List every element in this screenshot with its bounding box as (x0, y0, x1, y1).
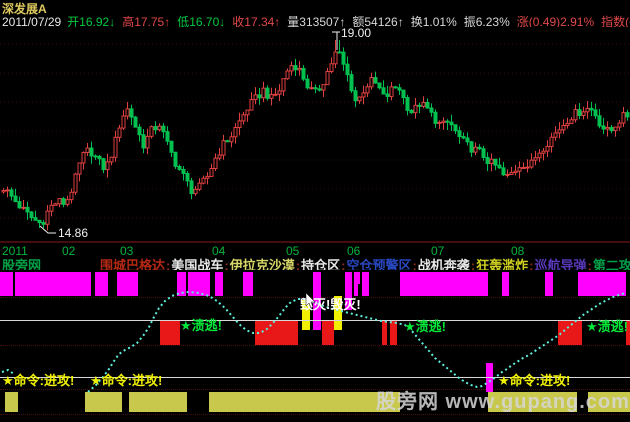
band-bar-tall (355, 272, 360, 284)
ticker-phrases: 围城巴格达:美国战车:伊拉克沙漠:持仓区:空仓预警区:战机奔袭:狂轰滥炸:巡航导… (100, 255, 630, 270)
ticker-phrase: 战机奔袭 (417, 258, 470, 270)
band-bar (243, 272, 253, 296)
band-bar (502, 272, 509, 296)
ticker-separator: : (412, 258, 417, 270)
signal-bar-red (255, 321, 298, 345)
ticker-phrase: 第二攻击波 (592, 258, 630, 270)
signal-text: ★溃逃! (180, 318, 222, 333)
ticker-separator: : (587, 258, 592, 270)
x-axis-label: 02 (62, 244, 76, 258)
high-annotation: 19.00 (341, 26, 372, 40)
ticker-separator: : (224, 258, 229, 270)
ticker-site-label: 股旁网 (2, 258, 42, 270)
signal-bar-red (160, 321, 180, 345)
signal-bar-red (382, 321, 387, 345)
band-bar (15, 272, 91, 296)
signal-bar-yellow (302, 300, 310, 330)
info-field: 指数(6220 (601, 15, 630, 27)
x-axis-label: 04 (212, 244, 226, 258)
x-axis-label: 06 (347, 244, 361, 258)
bottom-band-bar (488, 392, 577, 412)
ticker-separator: : (295, 258, 301, 270)
signal-text: ★溃逃! (404, 319, 446, 334)
band-bar (578, 272, 626, 296)
low-annotation: 14.86 (58, 226, 89, 240)
band-bar-tall (345, 272, 352, 310)
signal-text: ★命令:进攻! (498, 373, 571, 388)
x-axis-label: 07 (431, 244, 445, 258)
info-field: 振6.23% (463, 15, 510, 27)
bottom-band-bar (588, 392, 630, 412)
ohlc-fields: 开16.92↓ 高17.75↑ 低16.70↓ 收17.34↑ 量313507↑ 额541… (67, 15, 630, 27)
band-bar (354, 272, 358, 296)
bottom-band-bar (209, 392, 400, 412)
info-field: 低16.70↓ (177, 15, 226, 27)
info-field: 开16.92↓ (67, 15, 116, 27)
ticker-separator: : (166, 258, 171, 270)
ticker-phrase: 围城巴格达 (100, 258, 166, 270)
info-field: 额54126↑ (352, 15, 404, 27)
signal-text: ★溃逃! (586, 319, 628, 334)
date-label: 2011/07/29 (2, 15, 62, 27)
signal-text: ★命令:进攻! (90, 373, 163, 388)
band-bar (95, 272, 108, 296)
signal-text: 毁灭!毁灭! (300, 297, 361, 312)
ticker-phrase: 持仓区 (301, 258, 341, 270)
band-bar (400, 272, 488, 296)
band-bar (0, 272, 13, 296)
ticker-phrase: 巡航导弹 (534, 258, 587, 270)
signal-bar-red (558, 321, 582, 345)
x-axis-label: 03 (120, 244, 134, 258)
x-axis-label: 2011 (2, 244, 28, 258)
info-field: 涨(0.49)2.91% (516, 15, 595, 27)
x-axis-label: 08 (511, 244, 525, 258)
info-bar: 2011/07/29 开16.92↓ 高17.75↑ 低16.70↓ 收17.34↑ 量3… (2, 13, 630, 27)
bottom-band-bar (129, 392, 187, 412)
news-ticker: 股旁网 围城巴格达:美国战车:伊拉克沙漠:持仓区:空仓预警区:战机奔袭:狂轰滥炸… (0, 254, 630, 270)
ticker-phrase: 美国战车 (171, 258, 224, 270)
band-bar (545, 272, 553, 296)
bottom-band-bar (5, 392, 18, 412)
info-field: 换1.01% (410, 15, 457, 27)
signal-bar-red (626, 321, 630, 345)
ticker-phrase: 伊拉克沙漠 (229, 258, 295, 270)
signal-bar-red (322, 321, 334, 345)
ticker-separator: : (341, 258, 346, 270)
signal-text: ★命令:进攻! (2, 373, 75, 388)
info-field: 量313507↑ (287, 15, 346, 27)
band-bar (177, 272, 186, 296)
signal-bar-yellow (334, 296, 342, 330)
ticker-separator: : (470, 258, 476, 270)
band-bar-tall (362, 272, 369, 296)
zero-line (0, 377, 630, 378)
watermark: 股旁网 www.gupang.com (376, 391, 630, 413)
stock-title: 深发展A (2, 2, 47, 16)
signal-bar-red (390, 321, 397, 345)
bottom-band-bar (85, 392, 122, 412)
band-bar (117, 272, 138, 296)
ticker-separator: : (529, 258, 534, 270)
band-bar (215, 272, 223, 296)
dotted-separator (0, 414, 630, 415)
band-bar (188, 272, 210, 296)
info-field: 收17.34↑ (232, 15, 281, 27)
ticker-phrase: 狂轰滥炸 (476, 258, 529, 270)
dotted-separator (0, 389, 630, 390)
x-axis-label: 05 (286, 244, 300, 258)
info-field: 高17.75↑ (122, 15, 171, 27)
dotted-separator (0, 345, 630, 346)
ticker-phrase: 空仓预警区 (346, 258, 412, 270)
zero-line (0, 320, 630, 321)
band-bar-tall (313, 272, 321, 330)
